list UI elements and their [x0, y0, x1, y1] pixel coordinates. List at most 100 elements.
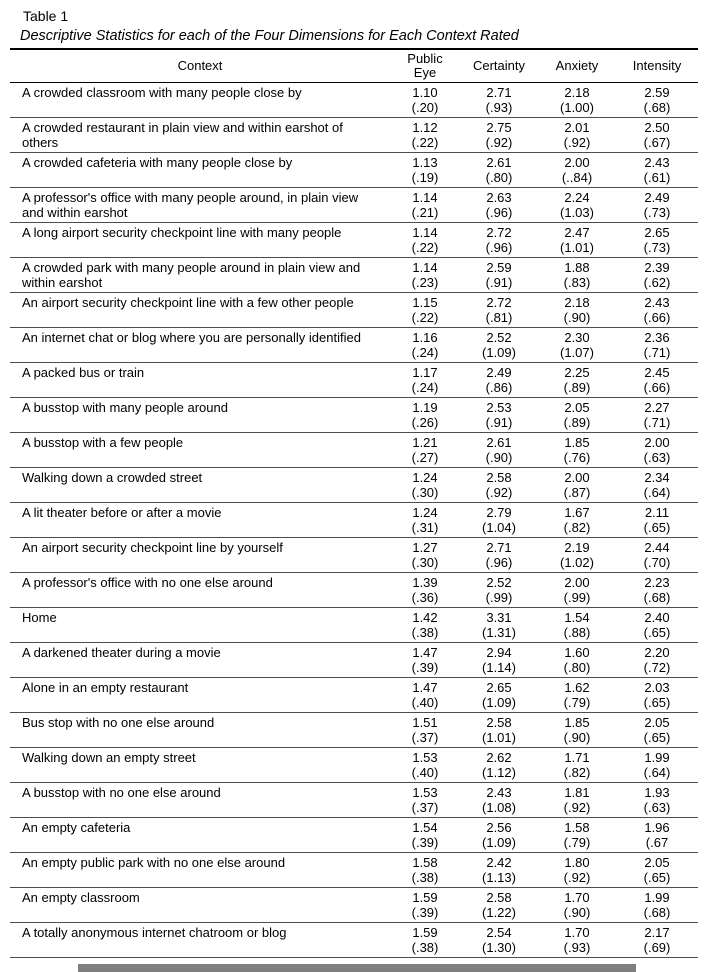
stat-cell: 2.24 (1.03)	[538, 188, 616, 222]
mean-value: 1.81	[564, 785, 590, 800]
table-row: An airport security checkpoint line with…	[10, 293, 698, 328]
stat-cell: 1.71 (.82)	[538, 748, 616, 782]
sd-value: (1.01)	[560, 240, 594, 255]
sd-value: (1.31)	[482, 625, 516, 640]
mean-value: 2.24	[564, 190, 590, 205]
sd-value: (.40)	[411, 765, 439, 780]
table-row: An empty cafeteria 1.54 (.39) 2.56 (1.09) 1.5…	[10, 818, 698, 853]
mean-value: 2.59	[644, 85, 670, 100]
stat-cell: 2.65 (.73)	[616, 223, 698, 257]
sd-value: (.39)	[411, 905, 439, 920]
mean-value: 2.40	[644, 610, 670, 625]
sd-value: (.67)	[643, 135, 671, 150]
table-row: A darkened theater during a movie 1.47 (.3…	[10, 643, 698, 678]
stat-cell: 1.60 (.80)	[538, 643, 616, 677]
stat-cell: 1.27 (.30)	[390, 538, 460, 572]
stat-cell: 2.34 (.64)	[616, 468, 698, 502]
mean-value: 1.85	[564, 435, 590, 450]
stat-cell: 1.14 (.21)	[390, 188, 460, 222]
sd-value: (.80)	[563, 660, 591, 675]
sd-value: (.87)	[563, 485, 591, 500]
sd-value: (1.22)	[482, 905, 516, 920]
mean-value: 2.19	[564, 540, 590, 555]
sd-value: (.92)	[485, 485, 513, 500]
stat-cell: 2.03 (.65)	[616, 678, 698, 712]
stat-cell: 1.19 (.26)	[390, 398, 460, 432]
context-cell: A crowded classroom with many people clo…	[22, 85, 302, 100]
table-row: An airport security checkpoint line by y…	[10, 538, 698, 573]
sd-value: (1.02)	[560, 555, 594, 570]
stat-cell: 2.43 (.66)	[616, 293, 698, 327]
sd-value: (.62)	[643, 275, 671, 290]
mean-value: 1.96	[644, 820, 670, 835]
stat-cell: 1.80 (.92)	[538, 853, 616, 887]
table-row: Walking down a crowded street 1.24 (.30) 2.…	[10, 468, 698, 503]
stat-cell: 2.40 (.65)	[616, 608, 698, 642]
sd-value: (.92)	[563, 800, 591, 815]
stat-cell: 1.70 (.90)	[538, 888, 616, 922]
mean-value: 2.94	[486, 645, 512, 660]
sd-value: (.80)	[485, 170, 513, 185]
mean-value: 2.62	[486, 750, 512, 765]
stat-cell: 2.61 (.90)	[460, 433, 538, 467]
mean-value: 1.47	[412, 680, 438, 695]
context-cell: An empty cafeteria	[22, 820, 131, 835]
mean-value: 2.34	[644, 470, 670, 485]
mean-value: 2.00	[564, 155, 590, 170]
mean-value: 1.58	[412, 855, 438, 870]
stat-cell: 1.53 (.37)	[390, 783, 460, 817]
sd-value: (.64)	[643, 765, 671, 780]
mean-value: 2.50	[644, 120, 670, 135]
stat-cell: 2.50 (.67)	[616, 118, 698, 152]
stat-cell: 2.62 (1.12)	[460, 748, 538, 782]
context-cell: A long airport security checkpoint line …	[22, 225, 342, 240]
mean-value: 2.61	[486, 435, 512, 450]
stat-cell: 1.21 (.27)	[390, 433, 460, 467]
table-row: An internet chat or blog where you are p…	[10, 328, 698, 363]
table-title: Descriptive Statistics for each of the F…	[10, 27, 698, 50]
mean-value: 2.71	[486, 85, 512, 100]
context-cell: Alone in an empty restaurant	[22, 680, 189, 695]
stat-cell: 1.47 (.39)	[390, 643, 460, 677]
context-cell: A totally anonymous internet chatroom or…	[22, 925, 287, 940]
sd-value: (.22)	[411, 240, 439, 255]
sd-value: (1.03)	[560, 205, 594, 220]
context-cell: An empty public park with no one else ar…	[22, 855, 286, 870]
sd-value: (.24)	[411, 380, 439, 395]
mean-value: 2.18	[564, 295, 590, 310]
column-header-label: Anxiety	[555, 58, 599, 73]
sd-value: (1.04)	[482, 520, 516, 535]
mean-value: 2.65	[644, 225, 670, 240]
stat-cell: 1.24 (.30)	[390, 468, 460, 502]
stat-cell: 2.49 (.73)	[616, 188, 698, 222]
sd-value: (1.09)	[482, 345, 516, 360]
sd-value: (.66)	[643, 310, 671, 325]
stat-cell: 1.67 (.82)	[538, 503, 616, 537]
sd-value: (.66)	[643, 380, 671, 395]
mean-value: 2.71	[486, 540, 512, 555]
mean-value: 2.79	[486, 505, 512, 520]
mean-value: 2.54	[486, 925, 512, 940]
stat-cell: 2.58 (1.01)	[460, 713, 538, 747]
sd-value: (.83)	[563, 275, 591, 290]
sd-value: (.31)	[411, 520, 439, 535]
column-header: Certainty	[460, 57, 538, 75]
mean-value: 1.67	[564, 505, 590, 520]
context-cell: A busstop with many people around	[22, 400, 228, 415]
sd-value: (.91)	[485, 275, 513, 290]
sd-value: (1.01)	[482, 730, 516, 745]
stat-cell: 1.13 (.19)	[390, 153, 460, 187]
stat-cell: 1.59 (.38)	[390, 923, 460, 957]
table-row: A long airport security checkpoint line …	[10, 223, 698, 258]
mean-value: 1.13	[412, 155, 438, 170]
sd-value: (.90)	[563, 730, 591, 745]
stat-cell: 1.58 (.79)	[538, 818, 616, 852]
sd-value: (1.14)	[482, 660, 516, 675]
sd-value: (1.09)	[482, 695, 516, 710]
stat-cell: 1.53 (.40)	[390, 748, 460, 782]
table-header: Context Public Eye Certainty Anxiety Intensi…	[10, 50, 698, 83]
sd-value: (.91)	[485, 415, 513, 430]
stat-cell: 2.59 (.68)	[616, 83, 698, 117]
mean-value: 1.85	[564, 715, 590, 730]
